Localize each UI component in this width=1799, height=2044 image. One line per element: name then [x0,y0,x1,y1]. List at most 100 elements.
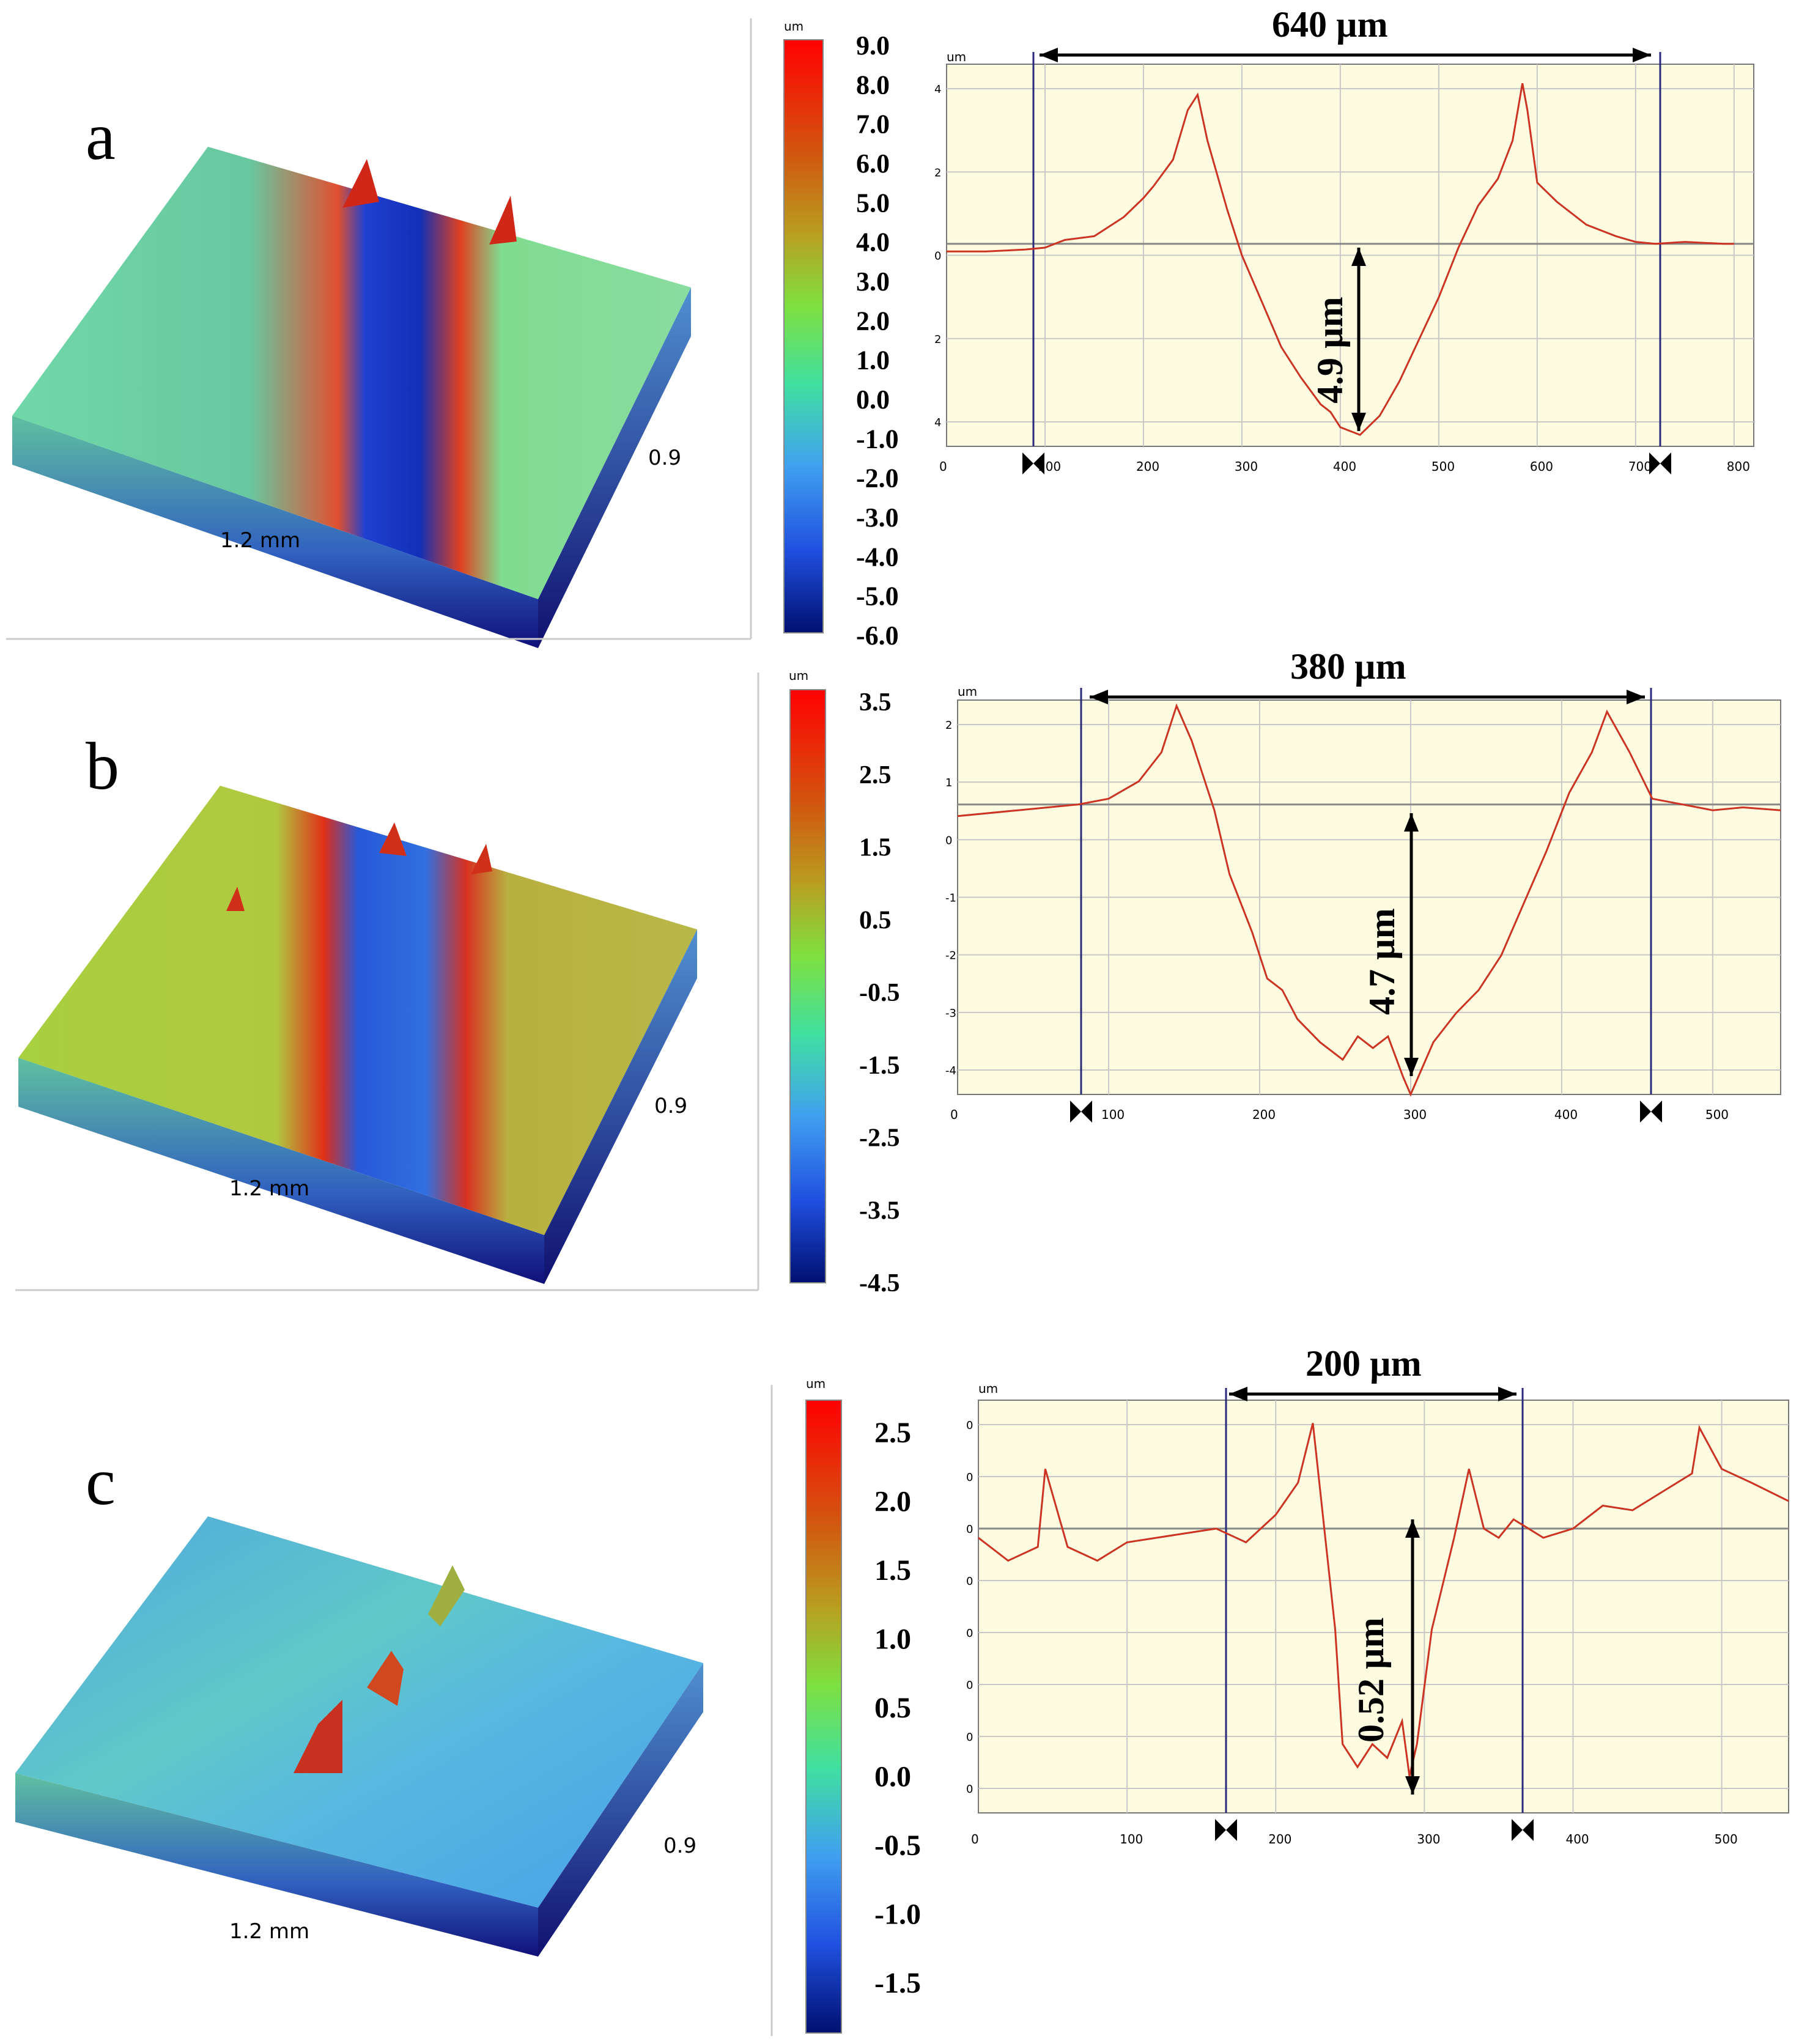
colorbar-tick-label: 2.0 [856,306,890,336]
y-tick-label: 0 [934,250,941,263]
y-tick-label: 0 [966,1471,973,1484]
cursor-marker[interactable] [1226,1819,1237,1841]
profile-unit: um [947,50,966,64]
y-tick-label: 0 [945,834,952,847]
surface-3d-c [15,1516,703,1957]
colorbar-tick-label: -4.5 [859,1269,900,1297]
profile-chart-c: um 0 100 200 300 400 500 0 0 0 0 0 0 0 0 200 µm 0.52 … [966,1343,1789,1847]
cursor-marker[interactable] [1215,1819,1226,1841]
colorbar-tick-label: 0.0 [874,1761,911,1793]
x-tick-label: 300 [1403,1107,1427,1122]
colorbar-tick-label: -1.0 [856,424,899,454]
x-tick-label: 200 [1268,1832,1291,1847]
y-tick-label: -3 [945,1007,956,1020]
colorbar-tick-label: -1.5 [874,1967,921,1999]
surface-3d-a [12,147,691,648]
colorbar-tick-label: -5.0 [856,581,899,611]
profile-unit: um [978,1381,998,1396]
y-tick-label: 0 [966,1575,973,1588]
colorbar-tick-label: 5.0 [856,188,890,218]
width-annotation: 640 µm [1272,4,1388,45]
x-tick-label: 400 [1333,459,1356,474]
x-tick-label: 500 [1715,1832,1738,1847]
colorbar-tick-label: 2.5 [874,1417,911,1449]
cursor-marker[interactable] [1070,1101,1081,1123]
colorbar-tick-label: -1.5 [859,1052,900,1080]
y-tick-label: -4 [945,1064,956,1077]
x-tick-label: 0 [971,1832,979,1847]
panel-a: a 1.2 mm 0.9 um 9.0 8.0 7.0 6.0 5.0 4.0 3.0 2.0… [6,4,1754,651]
cursor-marker[interactable] [1033,452,1044,474]
colorbar-tick-label: 7.0 [856,109,890,139]
y-tick-label: 0 [966,1679,973,1692]
y-tick-label: 0 [966,1419,973,1432]
colorbar-tick-label: 0.5 [874,1692,911,1724]
width-label: 1.2 mm [229,1176,309,1201]
x-tick-label: 0 [950,1107,958,1122]
cursor-marker[interactable] [1651,1101,1662,1123]
panel-letter: c [86,1444,116,1519]
depth-label: 0.9 [654,1094,687,1118]
width-label: 1.2 mm [220,528,300,553]
x-tick-label: 300 [1235,459,1258,474]
colorbar-tick-label: -3.5 [859,1197,900,1225]
cursor-marker[interactable] [1081,1101,1092,1123]
colorbar-tick-label: 0.0 [856,385,890,415]
profile-unit: um [958,684,977,699]
colorbar-tick-label: 2.5 [859,761,892,789]
cursor-marker[interactable] [1660,452,1671,474]
profile-series-line [957,703,1781,1097]
x-tick-label: 200 [1252,1107,1276,1122]
profile-series-line [978,1423,1789,1777]
colorbar-tick-label: -2.5 [859,1124,900,1153]
colorbar-tick-label: 1.5 [874,1554,911,1587]
surface-3d-b [18,786,697,1284]
colorbar-a: um 9.0 8.0 7.0 6.0 5.0 4.0 3.0 2.0 1.0 0.0 -1.0 -2.… [783,19,899,651]
cursor-marker[interactable] [1022,452,1033,474]
cursor-marker[interactable] [1649,452,1660,474]
colorbar-tick-label: -2.0 [856,463,899,493]
depth-annotation: 4.7 µm [1362,908,1402,1015]
colorbar-tick-label: -4.0 [856,542,899,572]
colorbar-tick-label: -3.0 [856,503,899,533]
colorbar-tick-label: 1.5 [859,834,892,862]
depth-annotation: 4.9 µm [1310,297,1350,404]
colorbar-tick-label: -0.5 [874,1829,921,1862]
x-tick-label: 700 [1628,459,1652,474]
y-tick-label: 4 [934,416,941,429]
cursor-marker[interactable] [1512,1819,1523,1841]
y-tick-label: -1 [945,892,956,905]
y-tick-label: 1 [945,777,952,789]
colorbar-c: um 2.5 2.0 1.5 1.0 0.5 0.0 -0.5 -1.0 -1.5 [805,1376,921,2034]
y-tick-label: 0 [966,1627,973,1640]
cursor-marker[interactable] [1640,1101,1651,1123]
colorbar-tick-label: 1.0 [856,345,890,375]
x-tick-label: 500 [1431,459,1455,474]
y-tick-label: 0 [966,1523,973,1536]
colorbar-tick-label: 1.0 [874,1623,911,1656]
colorbar-tick-label: 0.5 [859,906,892,934]
y-tick-label: 0 [966,1783,973,1796]
colorbar-tick-label: -0.5 [859,979,900,1007]
width-label: 1.2 mm [229,1919,309,1944]
colorbar-tick-label: 3.0 [856,267,890,297]
x-tick-label: 400 [1565,1832,1589,1847]
colorbar-tick-label: -6.0 [856,621,899,651]
colorbar-b: um 3.5 2.5 1.5 0.5 -0.5 -1.5 -2.5 -3.5 -4.5 [789,668,900,1297]
profile-chart-b: um 0 100 200 300 400 500 2 1 0 -1 -2 -3 -4 380 µm 4.… [945,646,1781,1123]
x-tick-label: 100 [1120,1832,1143,1847]
depth-label: 0.9 [663,1834,696,1858]
depth-annotation: 0.52 µm [1351,1617,1391,1743]
colorbar-tick-label: 8.0 [856,70,890,100]
cursor-marker[interactable] [1523,1819,1534,1841]
colorbar-tick-label: 6.0 [856,149,890,179]
x-tick-label: 0 [939,459,947,474]
depth-label: 0.9 [648,446,681,470]
x-tick-label: 500 [1705,1107,1729,1122]
width-annotation: 380 µm [1290,646,1406,687]
y-tick-label: -2 [945,950,956,962]
colorbar-unit: um [784,19,803,34]
colorbar-unit: um [789,668,808,683]
colorbar-tick-label: 2.0 [874,1486,911,1518]
